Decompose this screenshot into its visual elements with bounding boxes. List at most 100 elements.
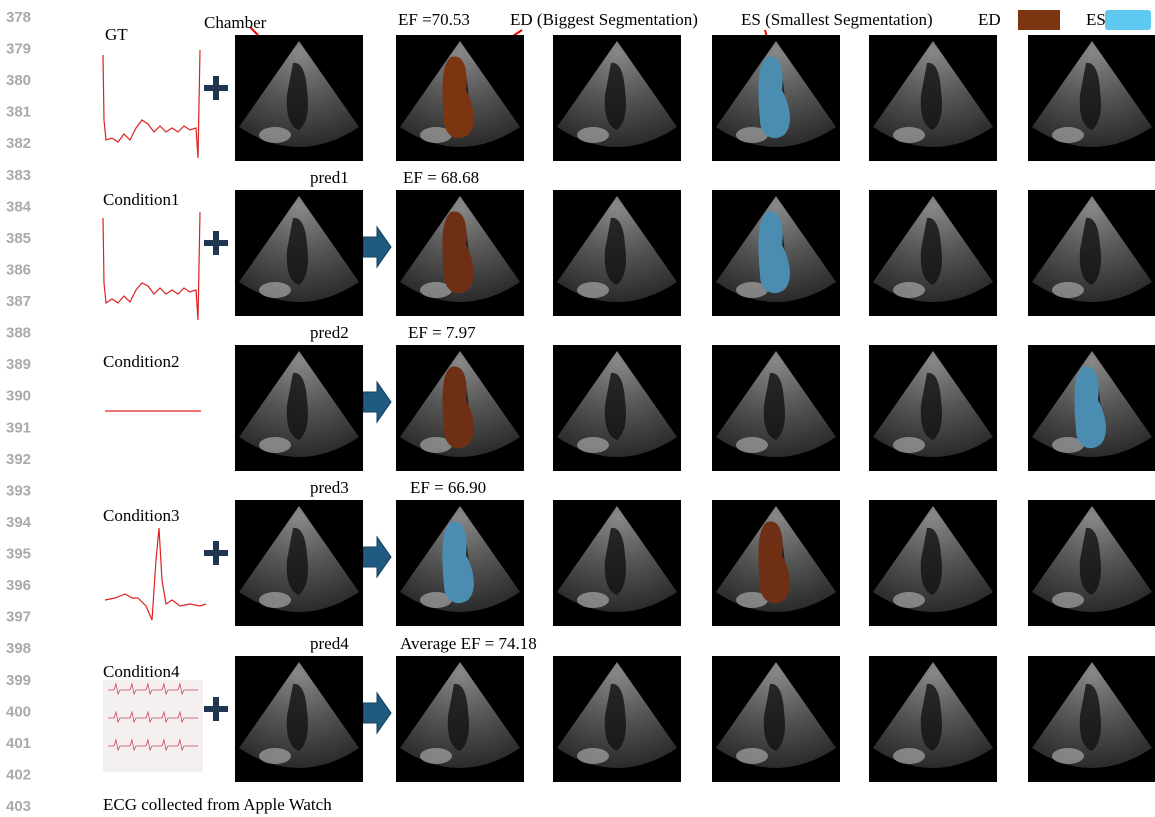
- echo-frame: [553, 500, 681, 626]
- echo-bright: [736, 748, 768, 764]
- echo-bright: [259, 592, 291, 608]
- echo-frame: [869, 656, 997, 782]
- plus: [213, 697, 219, 721]
- ef-label: EF = 66.90: [410, 478, 486, 497]
- echo-frame: [869, 500, 997, 626]
- echo-frame: [553, 190, 681, 316]
- row-label: Condition2: [103, 352, 180, 371]
- echo-bright: [893, 127, 925, 143]
- pred-label: pred1: [310, 168, 349, 187]
- echo-bright: [577, 127, 609, 143]
- echo-bright: [893, 592, 925, 608]
- echo-frame: [396, 500, 524, 626]
- plus: [213, 541, 219, 565]
- pred-label: pred4: [310, 634, 349, 653]
- plus: [213, 76, 219, 100]
- legend-es-swatch: [1105, 10, 1151, 30]
- echo-frame: [396, 656, 524, 782]
- echo-bright: [259, 127, 291, 143]
- chamber-label: Chamber: [204, 13, 267, 32]
- line-number: 397: [6, 609, 31, 626]
- line-number: 379: [6, 41, 31, 58]
- ecg-traces: [103, 50, 206, 620]
- echo-frame: [396, 35, 524, 161]
- line-number: 399: [6, 672, 31, 689]
- echo-frame: [712, 656, 840, 782]
- legend-ed: ED: [978, 10, 1001, 29]
- echo-frame: [1028, 35, 1155, 161]
- figure: Chamber ED (Biggest Segmentation) ES (Sm…: [0, 0, 1155, 817]
- echo-bright: [577, 592, 609, 608]
- echo-bright: [893, 437, 925, 453]
- line-number: 387: [6, 293, 31, 310]
- echo-bright: [259, 282, 291, 298]
- echo-bright: [1052, 592, 1084, 608]
- arrow: [363, 227, 391, 267]
- ecg-c1: [103, 212, 200, 320]
- echo-frame: [1028, 345, 1155, 471]
- es-title: ES (Smallest Segmentation): [741, 10, 933, 29]
- plus: [213, 231, 219, 255]
- line-number: 402: [6, 766, 31, 783]
- line-number: 398: [6, 640, 31, 657]
- echo-frame: [553, 656, 681, 782]
- arrow: [363, 537, 391, 577]
- line-number: 384: [6, 198, 32, 215]
- row-label: Condition1: [103, 190, 180, 209]
- legend-ed-swatch: [1018, 10, 1060, 30]
- echo-frame: [235, 345, 363, 471]
- echo-frame: [869, 35, 997, 161]
- echo-frame: [553, 345, 681, 471]
- echo-frame: [235, 500, 363, 626]
- line-number: 382: [6, 135, 31, 152]
- echo-bright: [1052, 748, 1084, 764]
- line-number: 383: [6, 167, 31, 184]
- pred-label: pred2: [310, 323, 349, 342]
- line-number: 392: [6, 451, 31, 468]
- echo-bright: [893, 282, 925, 298]
- echo-frame: [235, 190, 363, 316]
- apple-watch-ecg: [103, 680, 203, 772]
- echo-frame: [235, 656, 363, 782]
- echo-bright: [1052, 282, 1084, 298]
- line-number: 390: [6, 388, 31, 405]
- echo-bright: [420, 748, 452, 764]
- row-label: Condition3: [103, 506, 180, 525]
- ed-title: ED (Biggest Segmentation): [510, 10, 698, 29]
- echo-bright: [577, 437, 609, 453]
- line-number: 396: [6, 577, 31, 594]
- echo-frame: [1028, 500, 1155, 626]
- line-number: 381: [6, 104, 31, 121]
- echo-bright: [1052, 127, 1084, 143]
- echo-frame: [396, 345, 524, 471]
- line-number: 385: [6, 230, 31, 247]
- legend-es: ES: [1086, 10, 1106, 29]
- echo-frame: [1028, 656, 1155, 782]
- echo-bright: [259, 748, 291, 764]
- arrow: [363, 382, 391, 422]
- echo-frame: [712, 500, 840, 626]
- line-number: 393: [6, 482, 31, 499]
- line-number: 394: [6, 514, 32, 531]
- ecg-c3: [105, 528, 206, 620]
- ef-label: EF = 7.97: [408, 323, 476, 342]
- line-number: 389: [6, 356, 31, 373]
- echo-bright: [736, 437, 768, 453]
- echo-frame: [712, 35, 840, 161]
- echo-frame: [396, 190, 524, 316]
- arrow: [363, 693, 391, 733]
- line-number: 395: [6, 546, 31, 563]
- echo-bright: [577, 748, 609, 764]
- line-number: 391: [6, 419, 31, 436]
- echo-frame: [235, 35, 363, 161]
- echo-frame: [553, 35, 681, 161]
- ef-label: EF = 68.68: [403, 168, 479, 187]
- echo-frame: [712, 345, 840, 471]
- echo-frame: [712, 190, 840, 316]
- echo-bright: [577, 282, 609, 298]
- line-number: 388: [6, 325, 31, 342]
- row-label: GT: [105, 25, 128, 44]
- pred-label: pred3: [310, 478, 349, 497]
- ef-label: EF =70.53: [398, 10, 470, 29]
- line-number: 378: [6, 9, 31, 26]
